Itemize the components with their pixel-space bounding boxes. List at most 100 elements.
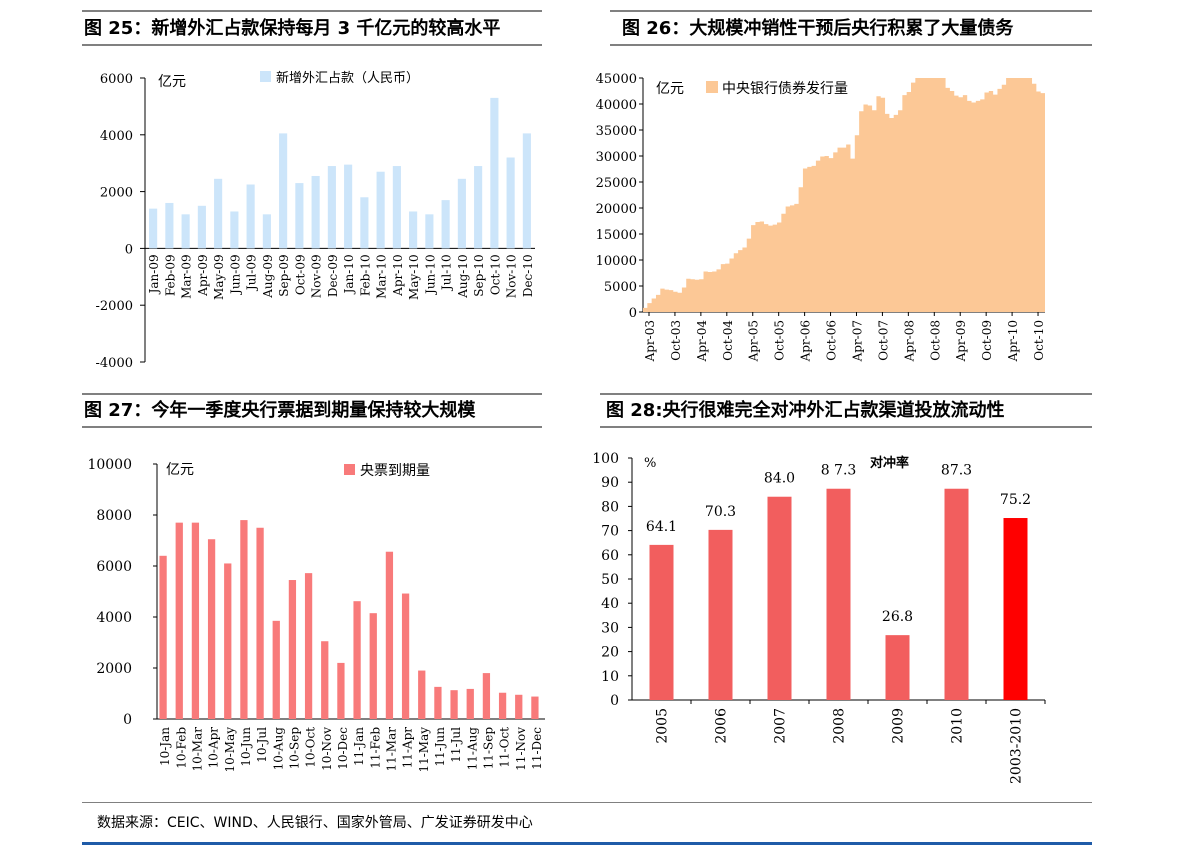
c25-bar	[441, 200, 450, 249]
c25-y-tick-label: 4000	[100, 129, 133, 144]
c25-bar	[474, 166, 483, 249]
c27-x-tick-label: 10-Aug	[271, 727, 285, 771]
c25-x-tick-label: Mar-09	[180, 254, 194, 299]
c26-y-tick-label: 5000	[604, 280, 637, 295]
c25-bar	[425, 214, 434, 249]
c27-bar	[191, 522, 200, 719]
c27-x-tick-label: 11-Dec	[530, 727, 544, 770]
c25-x-tick-label: Jul-10	[440, 254, 454, 292]
c27-bar	[515, 694, 523, 719]
c27-x-tick-label: 11-Jan	[352, 727, 366, 766]
c28-data-label: 70.3	[705, 504, 736, 520]
c27-x-tick-label: 11-Aug	[465, 727, 479, 771]
c28-bar	[885, 635, 910, 700]
c25-legend-swatch	[260, 71, 271, 82]
title-rule-row2-bottom-right	[600, 426, 1092, 428]
c26-y-tick-label: 20000	[596, 202, 637, 217]
c27-bar	[256, 527, 264, 719]
c25-bar	[506, 157, 515, 249]
c25-x-tick-label: Mar-10	[375, 254, 389, 299]
c25-x-tick-label: Oct-10	[488, 254, 502, 295]
c27-x-tick-label: 10-Jun	[239, 727, 253, 767]
c25-bar	[376, 171, 385, 249]
c28-y-tick-label: 70	[601, 524, 619, 540]
c26-y-tick-label: 40000	[596, 98, 637, 113]
c28-y-tick-label: 30	[601, 620, 619, 636]
c27-x-tick-label: 10-Sep	[287, 727, 301, 770]
title-rule-mid-left-top	[82, 44, 542, 46]
c27-y-tick-label: 10000	[87, 457, 132, 473]
c28-bar	[944, 488, 969, 700]
c25-bar	[246, 184, 255, 249]
c27-x-tick-label: 11-Sep	[481, 727, 495, 770]
c25-bar	[311, 175, 320, 249]
c25-x-tick-label: Dec-09	[326, 254, 340, 297]
c27-x-tick-label: 11-Feb	[368, 727, 382, 769]
c25-x-tick-label: Jan-10	[342, 254, 356, 295]
c25-x-tick-label: Jun-10	[423, 254, 437, 296]
c28-y-tick-label: 90	[601, 475, 619, 491]
c25-bar	[392, 166, 401, 249]
chart-27-title: 图 27：今年一季度央行票据到期量保持较大规模	[84, 400, 476, 421]
c25-y-tick-label: -4000	[96, 356, 133, 371]
c27-bar	[175, 522, 183, 719]
c25-x-tick-label: Nov-10	[505, 254, 519, 298]
c26-x-tick-label: Oct-05	[773, 320, 787, 361]
c27-bar	[224, 563, 232, 719]
c27-y-tick-label: 4000	[96, 610, 132, 626]
c25-bar	[344, 164, 353, 249]
c27-x-tick-label: 10-Apr	[207, 727, 221, 769]
c28-data-label: 26.8	[882, 609, 913, 625]
title-rule-row2-top-right	[600, 393, 1092, 395]
c25-bar	[197, 205, 206, 249]
bottom-accent-bar	[82, 842, 1092, 845]
c28-legend-label: 对冲率	[870, 455, 909, 471]
c27-bar	[450, 690, 458, 719]
c26-x-tick-label: Apr-06	[799, 320, 813, 362]
c25-x-tick-label: May-10	[407, 254, 421, 300]
footer-rule	[82, 802, 1092, 803]
c26-x-tick-label: Apr-05	[747, 320, 761, 362]
c28-x-tick-label: 2009	[891, 708, 907, 744]
c28-y-tick-label: 50	[601, 572, 619, 588]
c27-x-tick-label: 11-May	[417, 727, 431, 773]
c28-y-tick-label: 10	[601, 669, 619, 685]
c26-x-tick-label: Oct-09	[980, 320, 994, 361]
c27-bar	[418, 670, 426, 719]
c25-bar	[279, 133, 288, 249]
c27-bar	[159, 555, 167, 719]
c25-bar	[230, 211, 239, 249]
c27-unit-label: 亿元	[166, 462, 194, 478]
c25-x-tick-label: Oct-09	[293, 254, 307, 295]
c28-x-tick-label: 2008	[832, 708, 848, 744]
c25-bar	[409, 211, 418, 249]
c27-x-tick-label: 10-Oct	[304, 727, 318, 768]
c25-x-tick-label: Feb-10	[358, 254, 372, 296]
c27-y-tick-label: 0	[123, 712, 132, 728]
c25-x-tick-label: Feb-09	[163, 254, 177, 296]
c25-x-tick-label: Nov-09	[310, 254, 324, 298]
c26-y-tick-label: 0	[629, 306, 637, 321]
c28-bar	[708, 529, 733, 700]
c25-x-tick-label: Jun-09	[228, 254, 242, 296]
c26-area-series	[643, 78, 1045, 312]
c26-x-tick-label: Oct-03	[669, 320, 683, 361]
c28-data-label: 8 7.3	[821, 463, 857, 479]
c27-bar	[304, 573, 313, 719]
c27-bar	[401, 593, 410, 719]
c28-bar	[826, 488, 851, 700]
c25-bar	[262, 214, 271, 249]
c25-x-tick-label: Apr-10	[391, 254, 405, 296]
c26-legend-swatch	[706, 81, 718, 93]
c28-data-label: 64.1	[646, 519, 677, 535]
c26-x-tick-label: Oct-04	[721, 320, 735, 361]
c25-x-tick-label: Aug-10	[456, 254, 470, 298]
c27-x-tick-label: 11-Jul	[449, 727, 463, 763]
c27-bar	[321, 641, 329, 719]
c26-x-tick-label: Apr-07	[850, 320, 864, 362]
c25-x-tick-label: Apr-09	[196, 254, 210, 296]
c25-bar	[522, 133, 531, 249]
c27-x-tick-label: 11-Nov	[514, 727, 528, 771]
c25-bar	[360, 197, 369, 249]
